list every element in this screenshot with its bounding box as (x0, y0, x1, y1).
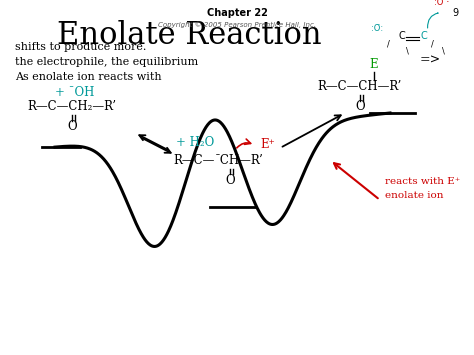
Text: 9: 9 (452, 8, 458, 18)
Text: Enolate Reaction: Enolate Reaction (57, 20, 322, 50)
Text: + ¯OH: + ¯OH (55, 87, 94, 99)
Text: O: O (67, 120, 77, 133)
Text: the electrophile, the equilibrium: the electrophile, the equilibrium (15, 57, 198, 67)
Text: ¯CH—R’: ¯CH—R’ (215, 153, 264, 166)
Text: Copyright © 2005 Pearson Prentice Hall, Inc.: Copyright © 2005 Pearson Prentice Hall, … (158, 22, 316, 28)
Text: R—C—: R—C— (173, 153, 215, 166)
Text: =>: => (419, 54, 440, 66)
Text: E⁺: E⁺ (260, 138, 275, 152)
Text: enolate ion: enolate ion (385, 191, 444, 200)
Text: R—C—CH—R’: R—C—CH—R’ (318, 81, 402, 93)
Text: O: O (225, 174, 235, 186)
Text: reacts with E⁺: reacts with E⁺ (385, 178, 460, 186)
Text: + H₂O: + H₂O (176, 137, 214, 149)
Text: Chapter 22: Chapter 22 (207, 8, 267, 18)
Text: E: E (370, 59, 378, 71)
Text: shifts to produce more.: shifts to produce more. (15, 42, 146, 52)
Text: As enolate ion reacts with: As enolate ion reacts with (15, 72, 162, 82)
Text: O: O (355, 100, 365, 114)
Text: R—C—CH₂—R’: R—C—CH₂—R’ (27, 100, 117, 114)
